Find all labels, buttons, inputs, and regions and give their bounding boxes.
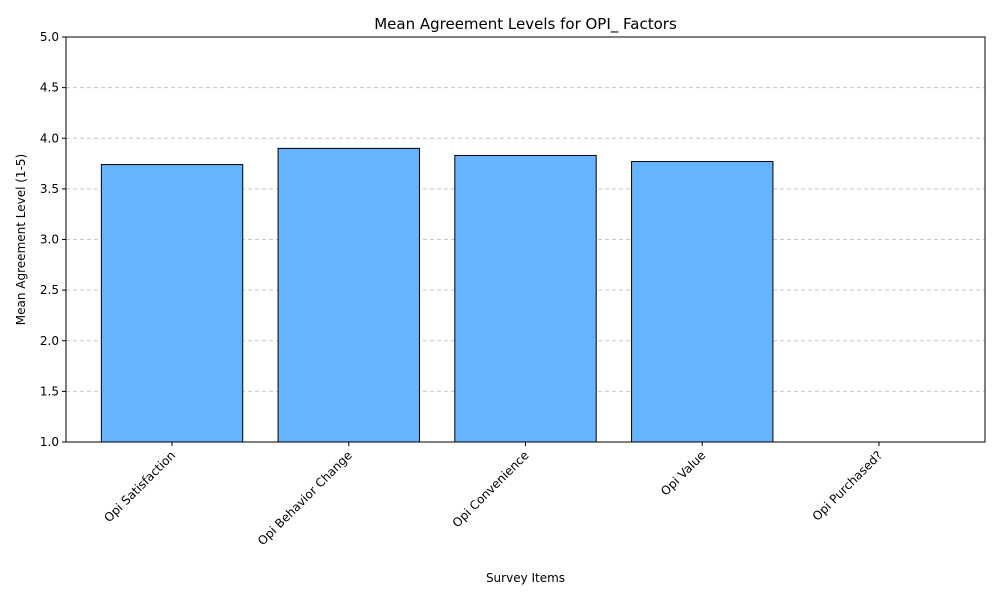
y-tick-label: 2.5 xyxy=(40,283,59,297)
bar xyxy=(631,161,774,443)
x-tick-label: Opi Satisfaction xyxy=(101,448,178,525)
x-ticks: Opi Satisfaction Opi Behavior Change Opi C… xyxy=(101,442,885,548)
y-tick-label: 2.0 xyxy=(40,334,59,348)
chart-title: Mean Agreement Levels for OPI_ Factors xyxy=(374,15,677,34)
y-tick-label: 3.5 xyxy=(40,182,59,196)
gridlines xyxy=(66,87,985,392)
bar xyxy=(277,147,420,443)
x-tick-label: Opi Behavior Change xyxy=(255,448,355,548)
bars xyxy=(100,147,774,443)
x-tick-label: Opi Convenience xyxy=(450,448,532,530)
bar xyxy=(100,164,244,443)
y-axis-label: Mean Agreement Level (1-5) xyxy=(14,154,28,325)
y-tick-label: 1.5 xyxy=(40,384,59,398)
bar xyxy=(454,154,597,443)
y-tick-label: 4.0 xyxy=(40,131,59,145)
y-tick-label: 4.5 xyxy=(40,81,59,95)
y-tick-label: 5.0 xyxy=(40,30,59,44)
x-tick-label: Opi Purchased? xyxy=(810,448,885,523)
y-tick-label: 3.0 xyxy=(40,233,59,247)
y-tick-label: 1.0 xyxy=(40,435,59,449)
x-tick-label: Opi Value xyxy=(658,448,708,498)
y-ticks: 1.0 1.5 2.0 2.5 3.0 3.5 4.0 4.5 5.0 xyxy=(40,30,66,449)
x-axis-label: Survey Items xyxy=(486,571,565,585)
